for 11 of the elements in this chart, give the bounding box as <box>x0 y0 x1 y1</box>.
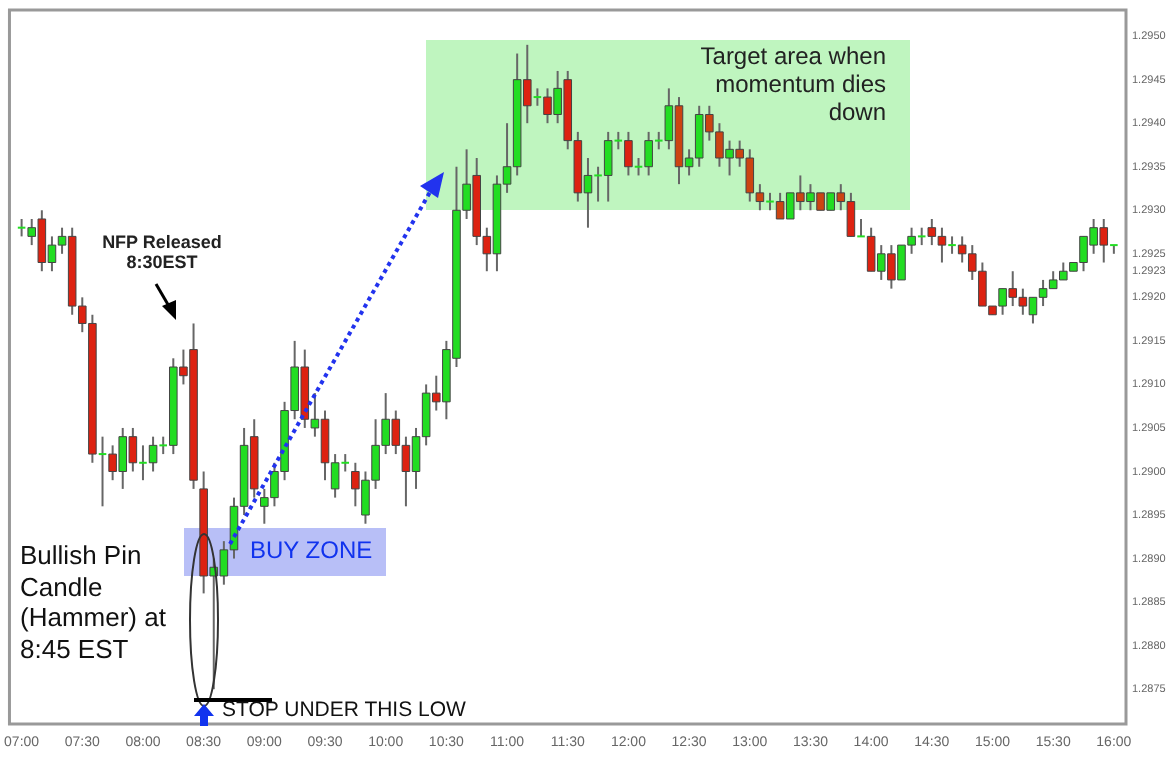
candlestick <box>138 444 148 482</box>
annotation: NFP Released 8:30EST <box>100 232 224 274</box>
candlestick <box>97 435 108 508</box>
candlestick <box>856 217 866 238</box>
annotation: BUY ZONE <box>250 536 375 566</box>
candlestick <box>1109 244 1119 255</box>
annotation: STOP UNDER THIS LOW <box>222 698 468 724</box>
candlestick <box>947 235 957 255</box>
annotation: Bullish Pin Candle (Hammer) at 8:45 EST <box>20 540 168 665</box>
annotation: Target area when momentum dies down <box>698 42 886 127</box>
candlestick <box>532 87 543 107</box>
